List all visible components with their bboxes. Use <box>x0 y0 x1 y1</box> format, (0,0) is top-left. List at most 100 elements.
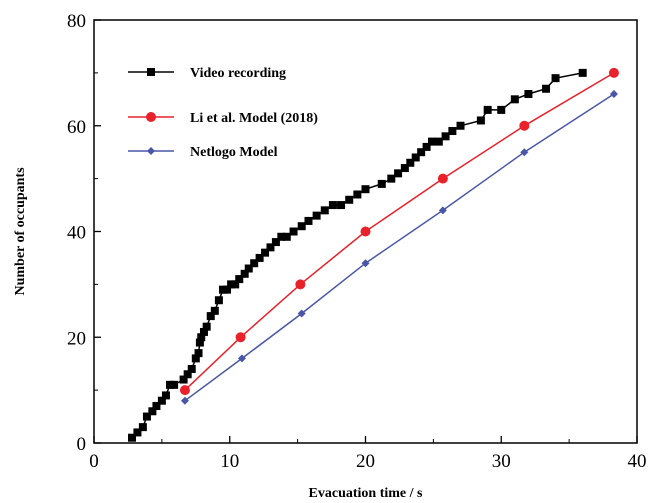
data-point <box>179 385 190 396</box>
data-point <box>166 380 175 389</box>
x-tick-label: 30 <box>492 451 511 472</box>
data-point <box>510 95 519 104</box>
data-point <box>438 206 447 215</box>
data-point <box>261 248 270 257</box>
data-point <box>157 396 166 405</box>
data-point <box>434 137 443 146</box>
data-point <box>240 269 249 278</box>
data-point <box>297 309 306 318</box>
legend-entry: Li et al. Model (2018) <box>128 111 318 126</box>
legend-swatch-marker <box>147 68 155 76</box>
data-point <box>297 222 306 231</box>
x-tick-label: 40 <box>628 451 647 472</box>
data-point <box>187 364 196 373</box>
data-point <box>483 105 492 114</box>
data-point <box>520 148 529 157</box>
series-1 <box>179 67 619 396</box>
data-point <box>223 285 232 294</box>
y-tick-label: 0 <box>77 434 87 455</box>
data-point <box>271 238 280 247</box>
data-point <box>255 253 264 262</box>
data-point <box>400 164 409 173</box>
data-point <box>282 232 291 241</box>
data-point <box>608 67 619 78</box>
data-point <box>202 322 211 331</box>
data-point <box>295 279 306 290</box>
plot-marks <box>128 67 619 442</box>
data-point <box>266 243 275 252</box>
data-point <box>218 285 227 294</box>
data-point <box>360 226 371 237</box>
data-point <box>304 216 313 225</box>
data-point <box>361 185 370 194</box>
data-point <box>437 173 448 184</box>
legend-swatch-marker <box>146 112 156 122</box>
data-point <box>148 407 157 416</box>
data-point <box>497 105 506 114</box>
data-point <box>170 380 179 389</box>
data-point <box>194 349 203 358</box>
data-point <box>128 433 137 442</box>
data-point <box>152 401 161 410</box>
data-point <box>320 206 329 215</box>
data-point <box>441 132 450 141</box>
data-point <box>237 354 246 363</box>
data-point <box>214 296 223 305</box>
data-point <box>199 327 208 336</box>
data-point <box>235 332 246 343</box>
legend-entry: Video recording <box>128 66 286 81</box>
data-point <box>551 74 560 83</box>
series-line <box>131 72 583 439</box>
data-point <box>406 158 415 167</box>
data-point <box>180 396 189 405</box>
y-axis-title: Number of occupants <box>13 167 28 296</box>
data-point <box>227 280 236 289</box>
axis-ticks: 0 10 20 30 40 0 20 40 60 80 <box>67 11 647 472</box>
x-tick-label: 10 <box>220 451 239 472</box>
data-point <box>161 391 170 400</box>
legend-entry: Netlogo Model <box>128 145 278 160</box>
data-point <box>210 306 219 315</box>
legend-label: Netlogo Model <box>190 145 278 160</box>
data-point <box>142 412 151 421</box>
data-point <box>197 333 206 342</box>
series-2 <box>180 90 618 405</box>
data-point <box>231 280 240 289</box>
legend-swatch-marker <box>147 147 155 155</box>
y-tick-label: 60 <box>67 117 86 138</box>
data-point <box>476 116 485 125</box>
y-tick-label: 20 <box>67 328 86 349</box>
data-point <box>250 259 259 268</box>
x-tick-label: 0 <box>89 451 99 472</box>
data-point <box>289 227 298 236</box>
data-point <box>183 370 192 379</box>
x-tick-label: 20 <box>356 451 375 472</box>
data-point <box>524 90 533 99</box>
data-point <box>422 142 431 151</box>
data-point <box>277 232 286 241</box>
data-point <box>578 68 587 77</box>
data-point <box>542 84 551 93</box>
data-point <box>353 190 362 199</box>
series-line <box>184 93 615 402</box>
data-point <box>244 264 253 273</box>
data-point <box>328 201 337 210</box>
x-axis-title: Evacuation time / s <box>309 486 423 501</box>
data-point <box>191 354 200 363</box>
data-point <box>345 195 354 204</box>
data-point <box>195 338 204 347</box>
data-point <box>235 275 244 284</box>
data-point <box>179 375 188 384</box>
data-point <box>609 90 618 99</box>
series-0 <box>128 68 587 442</box>
data-point <box>448 127 457 136</box>
data-point <box>138 423 147 432</box>
data-point <box>411 153 420 162</box>
data-point <box>377 179 386 188</box>
data-point <box>206 312 215 321</box>
data-point <box>133 428 142 437</box>
data-point <box>417 148 426 157</box>
legend: Video recording Li et al. Model (2018) Net… <box>128 66 318 160</box>
data-point <box>312 211 321 220</box>
data-point <box>428 137 437 146</box>
